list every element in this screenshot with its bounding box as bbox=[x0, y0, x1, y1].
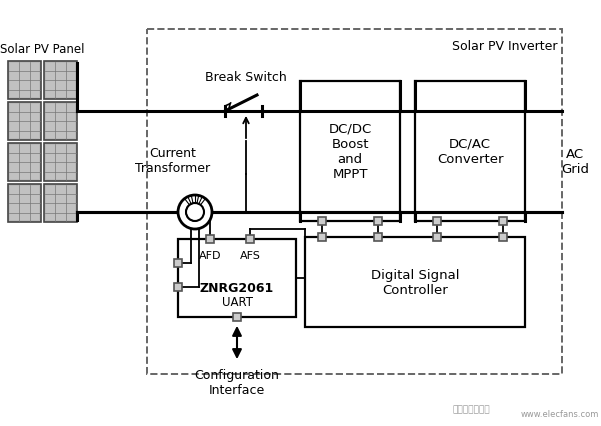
Text: AFD: AFD bbox=[199, 250, 221, 260]
Bar bbox=[174, 283, 182, 291]
Bar bbox=[10, 146, 39, 180]
Bar bbox=[233, 313, 241, 321]
Bar bbox=[415, 82, 525, 222]
Text: Current
Transformer: Current Transformer bbox=[135, 147, 210, 175]
Bar bbox=[8, 184, 41, 222]
Circle shape bbox=[178, 196, 212, 230]
Bar bbox=[174, 259, 182, 268]
Bar bbox=[374, 218, 382, 225]
Bar bbox=[46, 146, 75, 180]
Text: AFS: AFS bbox=[240, 250, 260, 260]
Bar bbox=[433, 233, 441, 242]
Bar bbox=[499, 218, 507, 225]
Text: Solar PV Inverter: Solar PV Inverter bbox=[451, 40, 557, 53]
Text: Digital Signal
Controller: Digital Signal Controller bbox=[371, 268, 459, 296]
Text: 电子技术发烧友: 电子技术发烧友 bbox=[453, 405, 490, 414]
Text: www.elecfans.com: www.elecfans.com bbox=[521, 409, 599, 418]
Bar bbox=[44, 144, 77, 181]
Bar bbox=[147, 30, 562, 374]
Bar bbox=[8, 103, 41, 141]
Bar bbox=[318, 218, 326, 225]
Bar bbox=[10, 187, 39, 221]
Text: Solar PV Panel: Solar PV Panel bbox=[0, 43, 85, 56]
Text: Configuration
Interface: Configuration Interface bbox=[195, 368, 279, 396]
Text: ZNRG2061: ZNRG2061 bbox=[200, 281, 274, 294]
Circle shape bbox=[186, 204, 204, 222]
Bar bbox=[46, 105, 75, 139]
Text: AC
Grid: AC Grid bbox=[561, 148, 589, 176]
Text: Break Switch: Break Switch bbox=[205, 71, 287, 84]
Bar bbox=[10, 105, 39, 139]
Bar bbox=[246, 236, 254, 243]
Text: DC/AC
Converter: DC/AC Converter bbox=[437, 138, 503, 166]
Bar bbox=[44, 103, 77, 141]
Bar bbox=[46, 187, 75, 221]
Bar bbox=[300, 82, 400, 222]
Text: UART: UART bbox=[222, 295, 252, 308]
Bar bbox=[44, 184, 77, 222]
Bar bbox=[10, 64, 39, 98]
Bar bbox=[46, 64, 75, 98]
Bar bbox=[44, 62, 77, 100]
Text: DC/DC
Boost
and
MPPT: DC/DC Boost and MPPT bbox=[328, 123, 371, 181]
Bar bbox=[8, 144, 41, 181]
Bar bbox=[499, 233, 507, 242]
Bar bbox=[433, 218, 441, 225]
Bar bbox=[178, 239, 296, 317]
Bar bbox=[318, 233, 326, 242]
Bar bbox=[374, 233, 382, 242]
Bar bbox=[206, 236, 214, 243]
Bar bbox=[8, 62, 41, 100]
Bar bbox=[305, 237, 525, 327]
